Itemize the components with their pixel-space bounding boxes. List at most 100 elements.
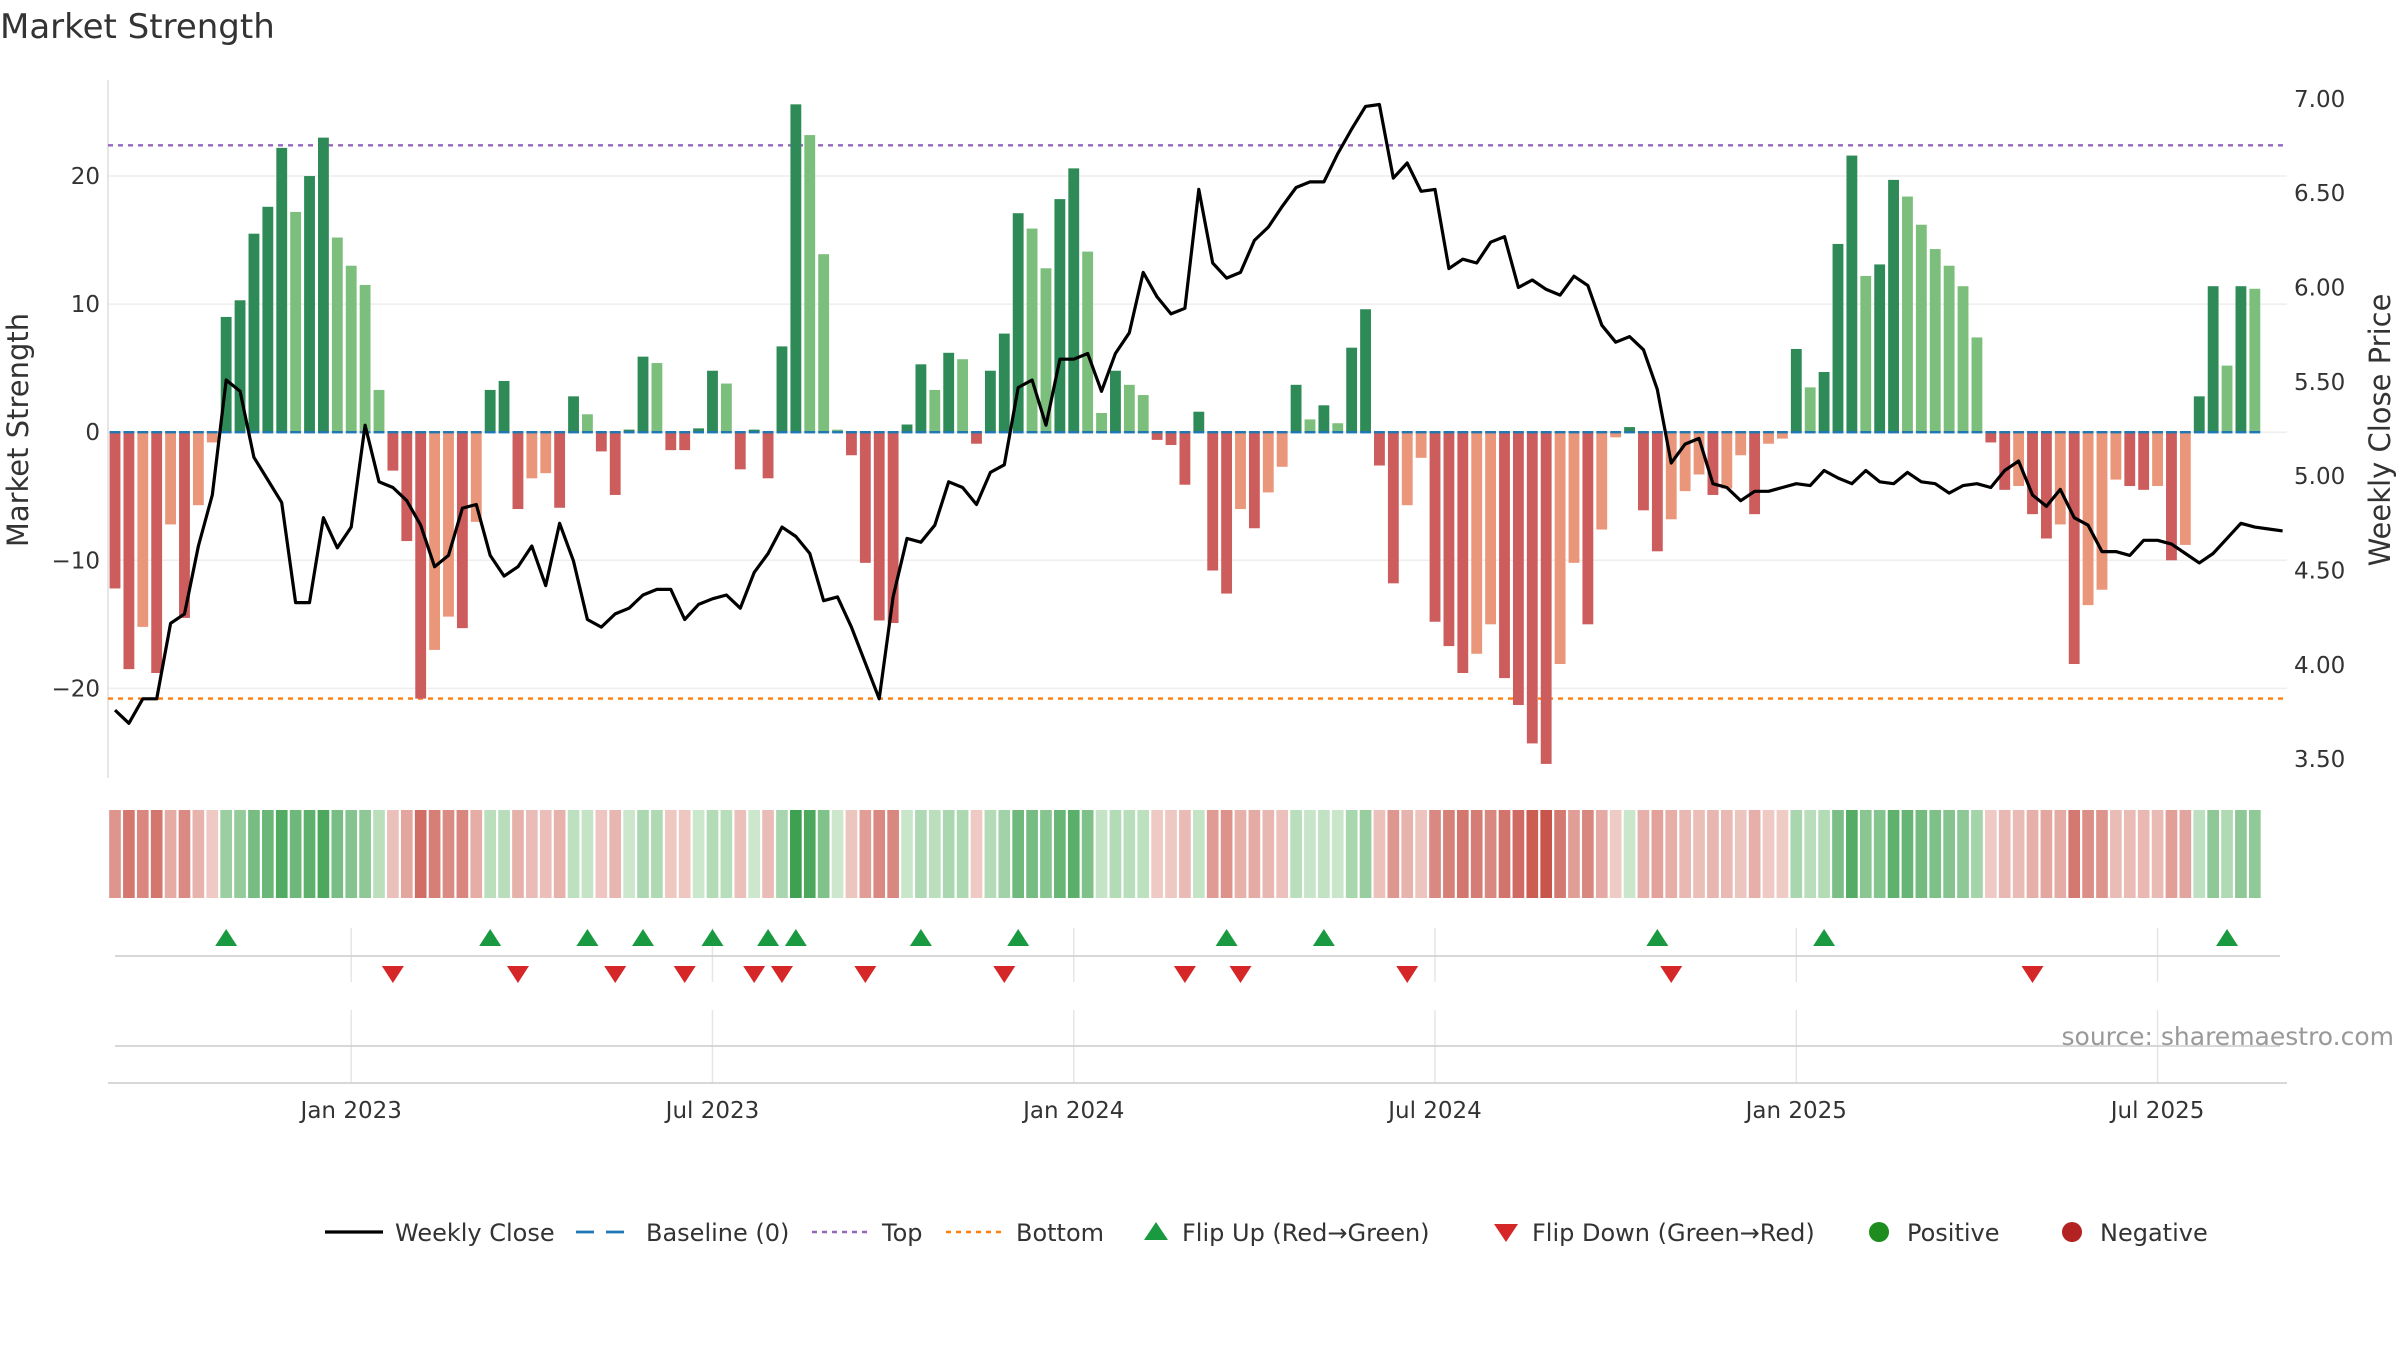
strength-bar-50 bbox=[804, 135, 816, 433]
heat-cell-95 bbox=[1429, 810, 1441, 898]
legend-label-flip_up: Flip Up (Red→Green) bbox=[1182, 1219, 1430, 1247]
heat-cell-48 bbox=[776, 810, 788, 898]
strength-bar-98 bbox=[1471, 432, 1483, 654]
heat-cell-115 bbox=[1707, 810, 1719, 898]
strength-bar-45 bbox=[734, 432, 746, 470]
legend-item-bottom: Bottom bbox=[946, 1219, 1104, 1247]
flip-down-marker-3 bbox=[673, 966, 696, 983]
strength-bar-115 bbox=[1707, 432, 1719, 495]
heat-cell-17 bbox=[345, 810, 358, 898]
heat-cell-127 bbox=[1873, 810, 1886, 898]
strength-bar-141 bbox=[2068, 432, 2080, 665]
strength-bar-64 bbox=[998, 333, 1010, 433]
strength-bar-146 bbox=[2138, 432, 2150, 490]
source-label: source: sharemaestro.com bbox=[2062, 1022, 2395, 1051]
heat-cell-129 bbox=[1901, 810, 1914, 898]
strength-bar-75 bbox=[1151, 432, 1163, 440]
flip-grid-lines bbox=[350, 928, 2159, 982]
strength-bar-89 bbox=[1346, 347, 1358, 433]
heat-cell-89 bbox=[1345, 810, 1358, 898]
flip-up-marker-6 bbox=[784, 929, 807, 946]
heat-cell-55 bbox=[873, 810, 886, 898]
strength-bar-54 bbox=[859, 432, 871, 563]
heat-cell-43 bbox=[706, 810, 719, 898]
legend-label-baseline: Baseline (0) bbox=[646, 1219, 789, 1247]
x-tick-5: Jul 2025 bbox=[2109, 1098, 2205, 1124]
heat-cell-113 bbox=[1679, 810, 1691, 898]
heat-cell-21 bbox=[400, 810, 413, 898]
strength-bar-101 bbox=[1512, 432, 1524, 705]
heat-cell-144 bbox=[2110, 810, 2122, 898]
strength-bar-5 bbox=[179, 432, 190, 618]
heat-cell-77 bbox=[1179, 810, 1191, 898]
legend-label-bottom: Bottom bbox=[1016, 1219, 1104, 1247]
heat-cell-147 bbox=[2151, 810, 2164, 898]
right-tick-2: 4.50 bbox=[2294, 558, 2345, 584]
strength-bar-19 bbox=[373, 389, 385, 433]
legend-label-close: Weekly Close bbox=[395, 1219, 555, 1247]
heat-cell-64 bbox=[998, 810, 1011, 898]
heat-cell-41 bbox=[678, 810, 691, 898]
heat-cell-110 bbox=[1637, 810, 1650, 898]
strength-bar-2 bbox=[137, 432, 149, 627]
right-tick-0: 3.50 bbox=[2294, 747, 2345, 773]
x-tick-2: Jan 2024 bbox=[1021, 1098, 1124, 1124]
heat-cell-140 bbox=[2054, 810, 2067, 898]
strength-bar-67 bbox=[1040, 268, 1052, 433]
strength-bar-133 bbox=[1957, 286, 1969, 433]
heat-cell-71 bbox=[1095, 810, 1108, 898]
flip-down-marker-10 bbox=[1396, 966, 1419, 983]
strength-bar-126 bbox=[1860, 275, 1872, 433]
heat-cell-37 bbox=[623, 810, 635, 898]
heat-cell-104 bbox=[1554, 810, 1566, 898]
flip-down-marker-4 bbox=[743, 966, 766, 983]
strength-bar-59 bbox=[929, 389, 941, 433]
heat-cell-107 bbox=[1595, 810, 1608, 898]
flip-down-markers bbox=[381, 966, 2044, 983]
heat-strip bbox=[109, 810, 2261, 898]
heat-cell-39 bbox=[651, 810, 663, 898]
heat-cell-4 bbox=[164, 810, 177, 898]
heat-cell-105 bbox=[1568, 810, 1580, 898]
strength-bar-134 bbox=[1971, 337, 1983, 433]
strength-bar-29 bbox=[512, 432, 524, 510]
strength-bar-83 bbox=[1262, 432, 1274, 493]
strength-bar-31 bbox=[540, 432, 552, 474]
legend-label-negative: Negative bbox=[2100, 1219, 2208, 1247]
strength-bar-140 bbox=[2054, 432, 2066, 525]
heat-cell-132 bbox=[1943, 810, 1955, 898]
strength-bar-73 bbox=[1123, 384, 1135, 433]
heat-cell-24 bbox=[442, 810, 455, 898]
heat-cell-58 bbox=[915, 810, 927, 898]
heat-cell-47 bbox=[762, 810, 774, 898]
flip-up-marker-3 bbox=[632, 929, 655, 946]
strength-bar-139 bbox=[2040, 432, 2052, 539]
strength-bar-120 bbox=[1776, 432, 1788, 439]
heat-cell-126 bbox=[1859, 810, 1872, 898]
strength-bar-130 bbox=[1915, 224, 1927, 433]
strength-bar-92 bbox=[1387, 432, 1399, 584]
strength-bar-95 bbox=[1429, 432, 1441, 622]
right-tick-3: 5.00 bbox=[2294, 464, 2345, 490]
heat-cell-141 bbox=[2068, 810, 2081, 898]
strength-bar-38 bbox=[637, 356, 649, 433]
strength-bar-44 bbox=[720, 383, 732, 433]
heat-cell-112 bbox=[1665, 810, 1678, 898]
strength-bar-47 bbox=[762, 432, 774, 479]
heat-cell-109 bbox=[1623, 810, 1636, 898]
heat-cell-52 bbox=[831, 810, 844, 898]
heat-cell-111 bbox=[1651, 810, 1664, 898]
strength-bar-111 bbox=[1651, 432, 1663, 552]
heat-cell-73 bbox=[1123, 810, 1136, 898]
strength-bar-32 bbox=[554, 432, 566, 508]
strength-bar-112 bbox=[1665, 432, 1677, 520]
strength-bar-26 bbox=[470, 432, 482, 522]
strength-bar-128 bbox=[1888, 179, 1899, 433]
strength-bar-27 bbox=[484, 389, 496, 433]
heat-cell-101 bbox=[1512, 810, 1525, 898]
heat-cell-19 bbox=[373, 810, 385, 898]
strength-bar-96 bbox=[1443, 432, 1455, 647]
flip-down-marker-6 bbox=[854, 966, 877, 983]
heat-cell-84 bbox=[1276, 810, 1289, 898]
heat-cell-98 bbox=[1470, 810, 1483, 898]
